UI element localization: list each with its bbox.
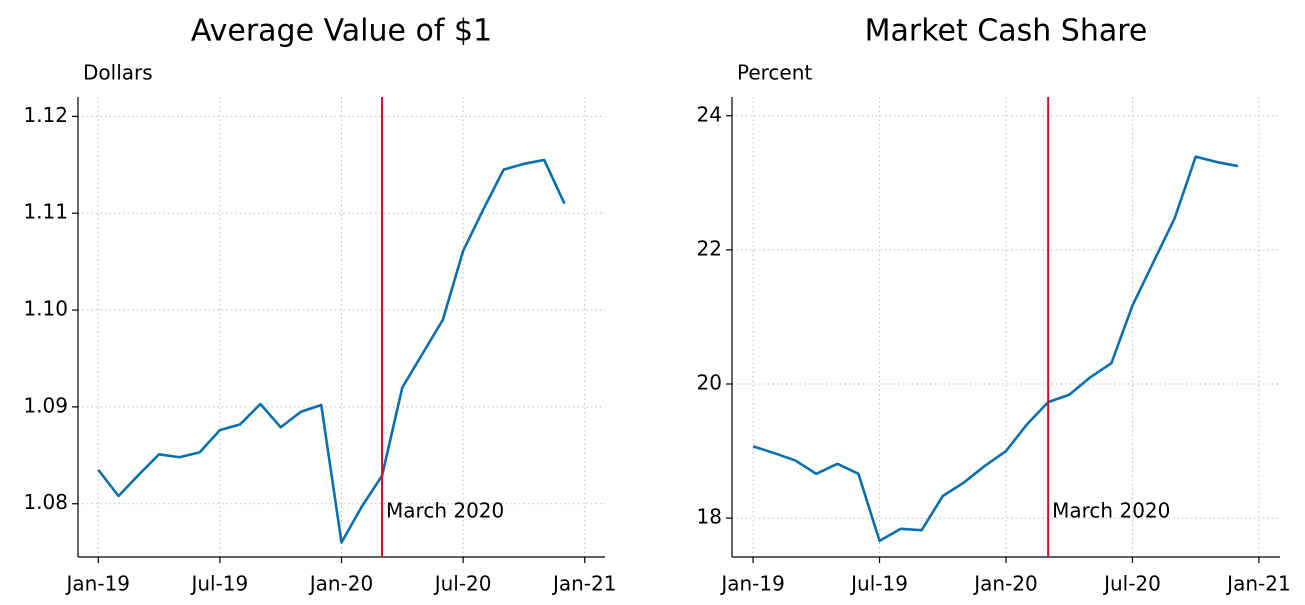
data-line xyxy=(97,158,566,544)
y-tick-label: 1.10 xyxy=(23,297,68,321)
chart-title: Market Cash Share xyxy=(865,14,1148,49)
x-tick-label: Jul-20 xyxy=(1102,572,1161,596)
y-axis-label: Percent xyxy=(737,61,812,85)
y-tick-label: 22 xyxy=(697,236,722,260)
x-tick-label: Jan-21 xyxy=(551,572,617,596)
y-tick-label: 24 xyxy=(697,102,722,126)
y-tick-label: 1.12 xyxy=(23,103,68,127)
x-tick-label: Jan-20 xyxy=(972,572,1038,596)
event-label: March 2020 xyxy=(386,499,504,523)
x-tick-label: Jan-21 xyxy=(1225,572,1291,596)
y-tick-label: 1.09 xyxy=(23,393,68,417)
y-tick-label: 18 xyxy=(697,505,722,529)
event-label: March 2020 xyxy=(1052,499,1170,523)
x-tick-label: Jan-20 xyxy=(308,572,374,596)
data-line xyxy=(752,155,1239,543)
y-tick-label: 1.11 xyxy=(23,200,68,224)
x-tick-label: Jul-19 xyxy=(189,572,248,596)
x-tick-label: Jan-19 xyxy=(65,572,131,596)
x-tick-label: Jul-19 xyxy=(849,572,908,596)
x-tick-label: Jul-20 xyxy=(433,572,492,596)
y-axis-label: Dollars xyxy=(83,61,153,85)
y-tick-label: 1.08 xyxy=(23,490,68,514)
x-tick-label: Jan-19 xyxy=(719,572,785,596)
y-tick-label: 20 xyxy=(697,370,722,394)
chart-title: Average Value of $1 xyxy=(191,14,492,49)
